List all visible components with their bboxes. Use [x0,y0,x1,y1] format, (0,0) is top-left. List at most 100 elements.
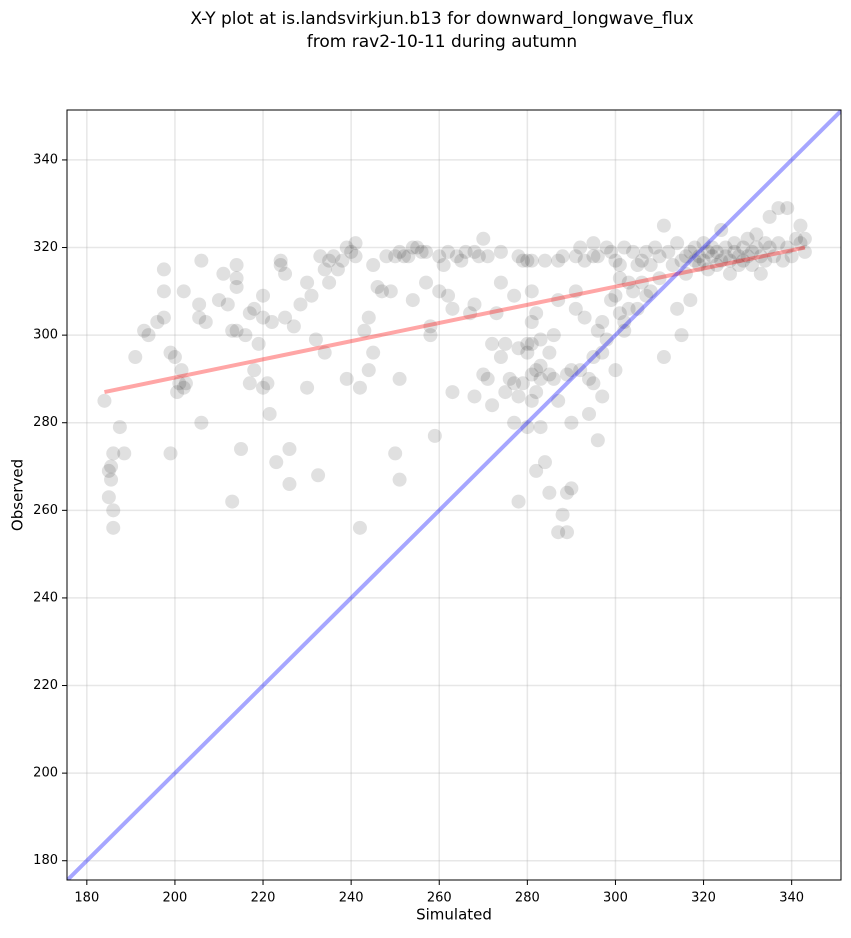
point [128,350,143,365]
point [551,253,566,268]
point [784,249,799,264]
point [564,481,579,496]
point [529,463,544,478]
point [559,485,574,500]
point [533,358,548,373]
point [780,201,795,216]
point [555,507,570,522]
point [670,301,685,316]
point [238,328,253,343]
point [612,258,627,273]
point [648,240,663,255]
point [256,288,271,303]
point [106,446,121,461]
point [176,284,191,299]
point [467,297,482,312]
point [612,306,627,321]
point [599,240,614,255]
point [282,477,297,492]
point [652,249,667,264]
point [595,389,610,404]
point [797,231,812,246]
point [344,244,359,259]
point [652,271,667,286]
point [308,332,323,347]
point [687,253,702,268]
point [485,398,500,413]
point [758,236,773,251]
point [194,253,209,268]
point [507,288,522,303]
point [608,253,623,268]
point [493,350,508,365]
point [758,253,773,268]
point [485,336,500,351]
point [313,249,328,264]
x-tick-label: 300 [603,891,628,906]
point [722,253,737,268]
point [225,494,240,509]
point [731,249,746,264]
point [225,323,240,338]
point [590,433,605,448]
point [515,253,530,268]
point [564,363,579,378]
point [595,314,610,329]
point [463,306,478,321]
point [639,288,654,303]
point [639,244,654,259]
point [480,371,495,386]
point [436,258,451,273]
point [511,341,526,356]
point [780,240,795,255]
point [797,244,812,259]
point [753,249,768,264]
point [753,266,768,281]
chart-subtitle: from rav2-10-11 during autumn [307,32,577,52]
point [524,314,539,329]
point [419,244,434,259]
point [604,293,619,308]
y-tick-label: 340 [33,152,58,167]
point [405,293,420,308]
point [493,275,508,290]
point [559,525,574,540]
point [383,284,398,299]
point [533,371,548,386]
point [533,332,548,347]
point [467,389,482,404]
chart-title: X-Y plot at is.landsvirkjun.b13 for down… [190,9,693,29]
point [427,428,442,443]
point [104,472,119,487]
point [687,240,702,255]
point [714,253,729,268]
point [767,249,782,264]
point [529,306,544,321]
point [322,275,337,290]
point [269,455,284,470]
point [542,367,557,382]
point [590,249,605,264]
point [106,520,121,535]
point [656,350,671,365]
point [559,367,574,382]
point [176,380,191,395]
point [392,371,407,386]
point [736,240,751,255]
point [740,231,755,246]
point [370,279,385,294]
point [273,258,288,273]
point [247,363,262,378]
point [282,442,297,457]
point [709,244,724,259]
point [573,240,588,255]
point [722,266,737,281]
plot-area [67,110,841,880]
point [573,363,588,378]
point [251,336,266,351]
point [537,253,552,268]
point [626,284,641,299]
point [480,249,495,264]
point [692,249,707,264]
